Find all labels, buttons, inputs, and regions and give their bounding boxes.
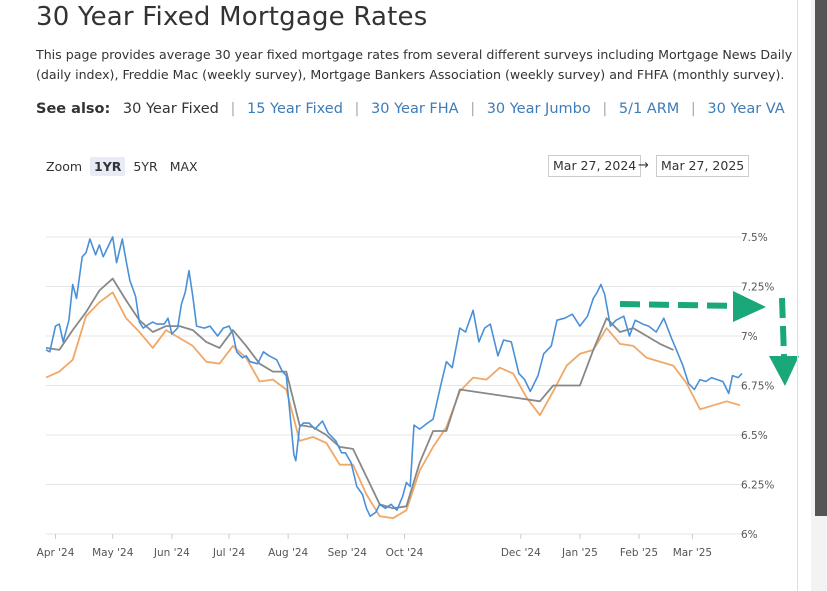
x-tick-label: Oct '24 [386,547,424,559]
y-tick-label: 7.25% [741,282,774,294]
range-separator: → [638,158,649,173]
link-5-1-arm[interactable]: 5/1 ARM [618,101,680,117]
series-line-1 [45,277,674,510]
x-tick-label: Apr '24 [37,547,75,559]
x-tick-label: Feb '25 [620,547,658,559]
series-line-0 [45,236,743,518]
link-30-year-va[interactable]: 30 Year VA [707,101,785,117]
see-also-bar: See also: 30 Year Fixed | 15 Year Fixed … [36,101,785,117]
y-tick-label: 7.5% [741,232,768,244]
x-tick-label: Jun '24 [153,547,190,559]
link-30-year-jumbo[interactable]: 30 Year Jumbo [486,101,591,117]
x-tick-label: Jan '25 [561,547,598,559]
x-tick-label: Aug '24 [268,547,308,559]
range-from-input[interactable]: Mar 27, 2024 [548,155,642,177]
zoom-bar: Zoom 1YR 5YR MAX [46,157,206,176]
series-line-2 [45,291,741,520]
x-tick-label: May '24 [92,547,134,559]
y-tick-label: 6.5% [741,430,768,442]
series-lines [45,236,743,520]
axis-labels: 7.5% 7.25% 7% 6.75% 6.5% 6.25% 6% Apr '24 May '2… [37,232,775,559]
zoom-1yr-button[interactable]: 1YR [90,157,126,176]
range-to-input[interactable]: Mar 27, 2025 [656,155,750,177]
separator: | [602,101,608,117]
x-tick-label: Jul '24 [212,547,246,559]
annotation-arrow-down-shaft [779,297,787,357]
page-description: This page provides average 30 year fixed… [36,47,793,82]
y-tick-label: 6.25% [741,480,774,492]
annotation-arrow-down-head [769,356,799,386]
zoom-label: Zoom [46,159,83,174]
scrollbar-thumb[interactable] [815,0,827,516]
see-also-label: See also: [36,101,111,117]
link-15-year-fixed[interactable]: 15 Year Fixed [246,101,343,117]
separator: | [230,101,236,117]
x-tick-label: Mar '25 [673,547,712,559]
zoom-max-button[interactable]: MAX [169,159,198,174]
annotation-arrow-right-head [733,291,766,322]
separator: | [354,101,360,117]
separator: | [470,101,476,117]
y-tick-label: 6% [741,529,758,541]
see-also-current: 30 Year Fixed [122,101,219,117]
link-30-year-fha[interactable]: 30 Year FHA [371,101,459,117]
y-tick-label: 6.75% [741,381,774,393]
content-divider [797,0,798,591]
zoom-5yr-button[interactable]: 5YR [133,159,158,174]
y-tick-label: 7% [741,331,758,343]
page-title: 30 Year Fixed Mortgage Rates [36,2,428,32]
annotation-arrow-right-shaft [619,301,741,309]
separator: | [690,101,696,117]
annotation-arrows [619,291,799,386]
x-tick-label: Sep '24 [328,547,368,559]
grid-lines [46,236,742,535]
x-tick-label: Dec '24 [501,547,541,559]
